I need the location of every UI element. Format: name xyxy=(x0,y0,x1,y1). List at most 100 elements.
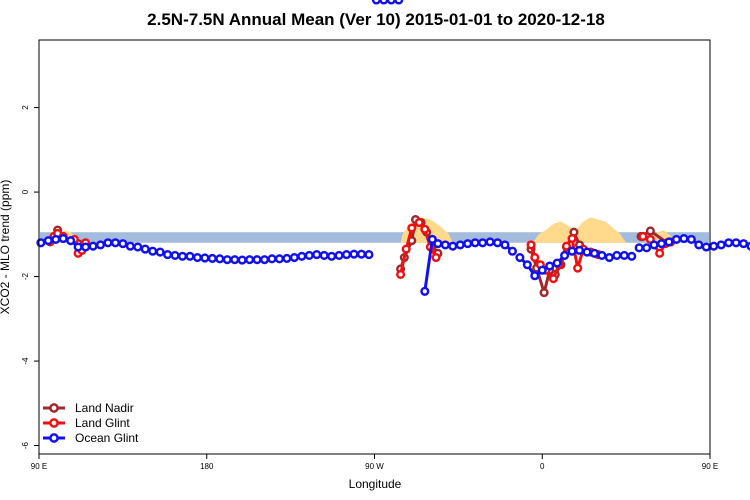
data-point-ocean-glint xyxy=(679,234,689,244)
x-axis: 90 E 180 90 W 0 90 E xyxy=(31,454,718,471)
data-point-ocean-glint xyxy=(192,253,202,263)
data-point-ocean-glint xyxy=(267,254,277,264)
data-point-ocean-glint xyxy=(709,241,719,251)
data-point-ocean-glint xyxy=(440,240,450,250)
data-point-ocean-glint xyxy=(545,261,555,271)
data-point-ocean-glint xyxy=(574,245,585,255)
data-point-ocean-glint xyxy=(420,286,430,296)
data-point-ocean-glint xyxy=(604,253,614,263)
data-point-ocean-glint xyxy=(58,234,68,244)
data-point-ocean-glint xyxy=(163,250,173,260)
data-point-ocean-glint xyxy=(612,250,622,260)
data-point-ocean-glint xyxy=(177,251,188,261)
data-point-ocean-glint xyxy=(274,254,284,264)
y-tick-label: -2 xyxy=(21,272,30,280)
data-point-ocean-glint xyxy=(341,250,352,260)
data-point-ocean-glint xyxy=(394,0,404,5)
data-point-ocean-glint xyxy=(386,0,396,5)
data-point-ocean-glint xyxy=(433,239,443,249)
ocean-mask-band xyxy=(40,232,709,243)
data-point-ocean-glint xyxy=(319,250,329,260)
data-point-ocean-glint xyxy=(81,242,91,252)
data-point-ocean-glint xyxy=(627,251,637,261)
legend-item-ocean-glint: Ocean Glint xyxy=(43,431,139,445)
data-point-ocean-glint xyxy=(349,249,359,259)
chart-title: 2.5N-7.5N Annual Mean (Ver 10) 2015-01-0… xyxy=(147,10,605,29)
legend-label: Ocean Glint xyxy=(75,431,139,445)
x-tick-label: 90 E xyxy=(702,462,718,471)
data-point-ocean-glint xyxy=(686,234,696,244)
land-mask-region-2 xyxy=(532,217,627,243)
data-point-ocean-glint xyxy=(522,260,532,270)
data-point-ocean-glint xyxy=(379,0,389,5)
x-tick-label: 90 E xyxy=(31,462,47,471)
data-point-ocean-glint xyxy=(589,248,599,258)
data-point-ocean-glint xyxy=(95,240,106,250)
data-point-ocean-glint xyxy=(327,251,337,261)
y-tick-label: -4 xyxy=(21,357,30,365)
data-point-land-glint xyxy=(548,274,558,284)
data-point-ocean-glint xyxy=(552,258,562,268)
data-point-ocean-glint xyxy=(43,236,53,246)
data-point-ocean-glint xyxy=(739,239,749,249)
data-point-land-glint xyxy=(638,231,648,241)
data-point-land-glint xyxy=(567,234,577,244)
data-point-land-glint xyxy=(561,241,572,251)
series-layer xyxy=(36,0,750,298)
data-point-ocean-glint xyxy=(88,241,98,251)
data-point-ocean-glint xyxy=(597,250,607,260)
data-point-ocean-glint xyxy=(582,247,592,257)
data-point-ocean-glint xyxy=(170,250,180,260)
data-point-land-glint xyxy=(431,253,441,263)
data-point-ocean-glint xyxy=(297,251,307,261)
data-point-ocean-glint xyxy=(507,246,517,256)
data-point-ocean-glint xyxy=(500,240,510,250)
data-point-land-glint xyxy=(420,224,430,234)
data-point-ocean-glint xyxy=(304,250,314,260)
data-point-ocean-glint xyxy=(312,250,322,260)
data-point-ocean-glint xyxy=(455,240,465,250)
data-point-land-nadir xyxy=(539,288,549,298)
data-point-ocean-glint xyxy=(664,237,674,247)
data-point-ocean-glint xyxy=(140,244,150,254)
data-point-ocean-glint xyxy=(642,243,652,253)
data-point-ocean-glint xyxy=(133,242,143,252)
data-point-ocean-glint xyxy=(731,238,741,248)
data-point-ocean-glint xyxy=(245,255,255,265)
series-line-ocean-glint-2 xyxy=(423,239,434,292)
data-point-ocean-glint xyxy=(634,243,644,253)
data-point-ocean-glint xyxy=(448,241,458,251)
data-point-ocean-glint xyxy=(289,253,299,263)
data-point-ocean-glint xyxy=(103,238,113,248)
data-point-ocean-glint xyxy=(364,250,374,260)
data-point-ocean-glint xyxy=(649,240,659,250)
series-ocean-glint xyxy=(36,0,750,296)
data-point-ocean-glint xyxy=(215,254,225,264)
data-point-ocean-glint xyxy=(716,240,726,250)
data-point-ocean-glint xyxy=(252,255,262,265)
data-point-ocean-glint xyxy=(470,238,480,248)
legend-swatch-point xyxy=(49,403,59,413)
data-point-ocean-glint xyxy=(701,242,711,252)
legend-item-land-nadir: Land Nadir xyxy=(43,401,134,415)
y-tick-label: 2 xyxy=(21,105,30,110)
data-point-land-glint xyxy=(655,248,665,258)
data-point-ocean-glint xyxy=(66,236,76,246)
data-point-ocean-glint xyxy=(334,250,344,260)
data-point-ocean-glint xyxy=(478,238,488,248)
y-axis-label: XCO2 - MLO trend (ppm) xyxy=(0,180,12,315)
x-axis-label: Longitude xyxy=(349,477,402,491)
data-point-ocean-glint xyxy=(656,239,667,249)
data-point-ocean-glint xyxy=(73,242,83,252)
data-point-ocean-glint xyxy=(282,253,292,263)
data-point-ocean-glint xyxy=(485,237,495,247)
y-tick-label: -6 xyxy=(21,441,30,449)
x-tick-label: 180 xyxy=(200,462,214,471)
data-point-ocean-glint xyxy=(492,238,503,248)
data-point-ocean-glint xyxy=(356,249,367,259)
data-point-ocean-glint xyxy=(567,246,577,256)
y-tick-label: 0 xyxy=(21,189,30,194)
data-point-ocean-glint xyxy=(724,238,734,248)
